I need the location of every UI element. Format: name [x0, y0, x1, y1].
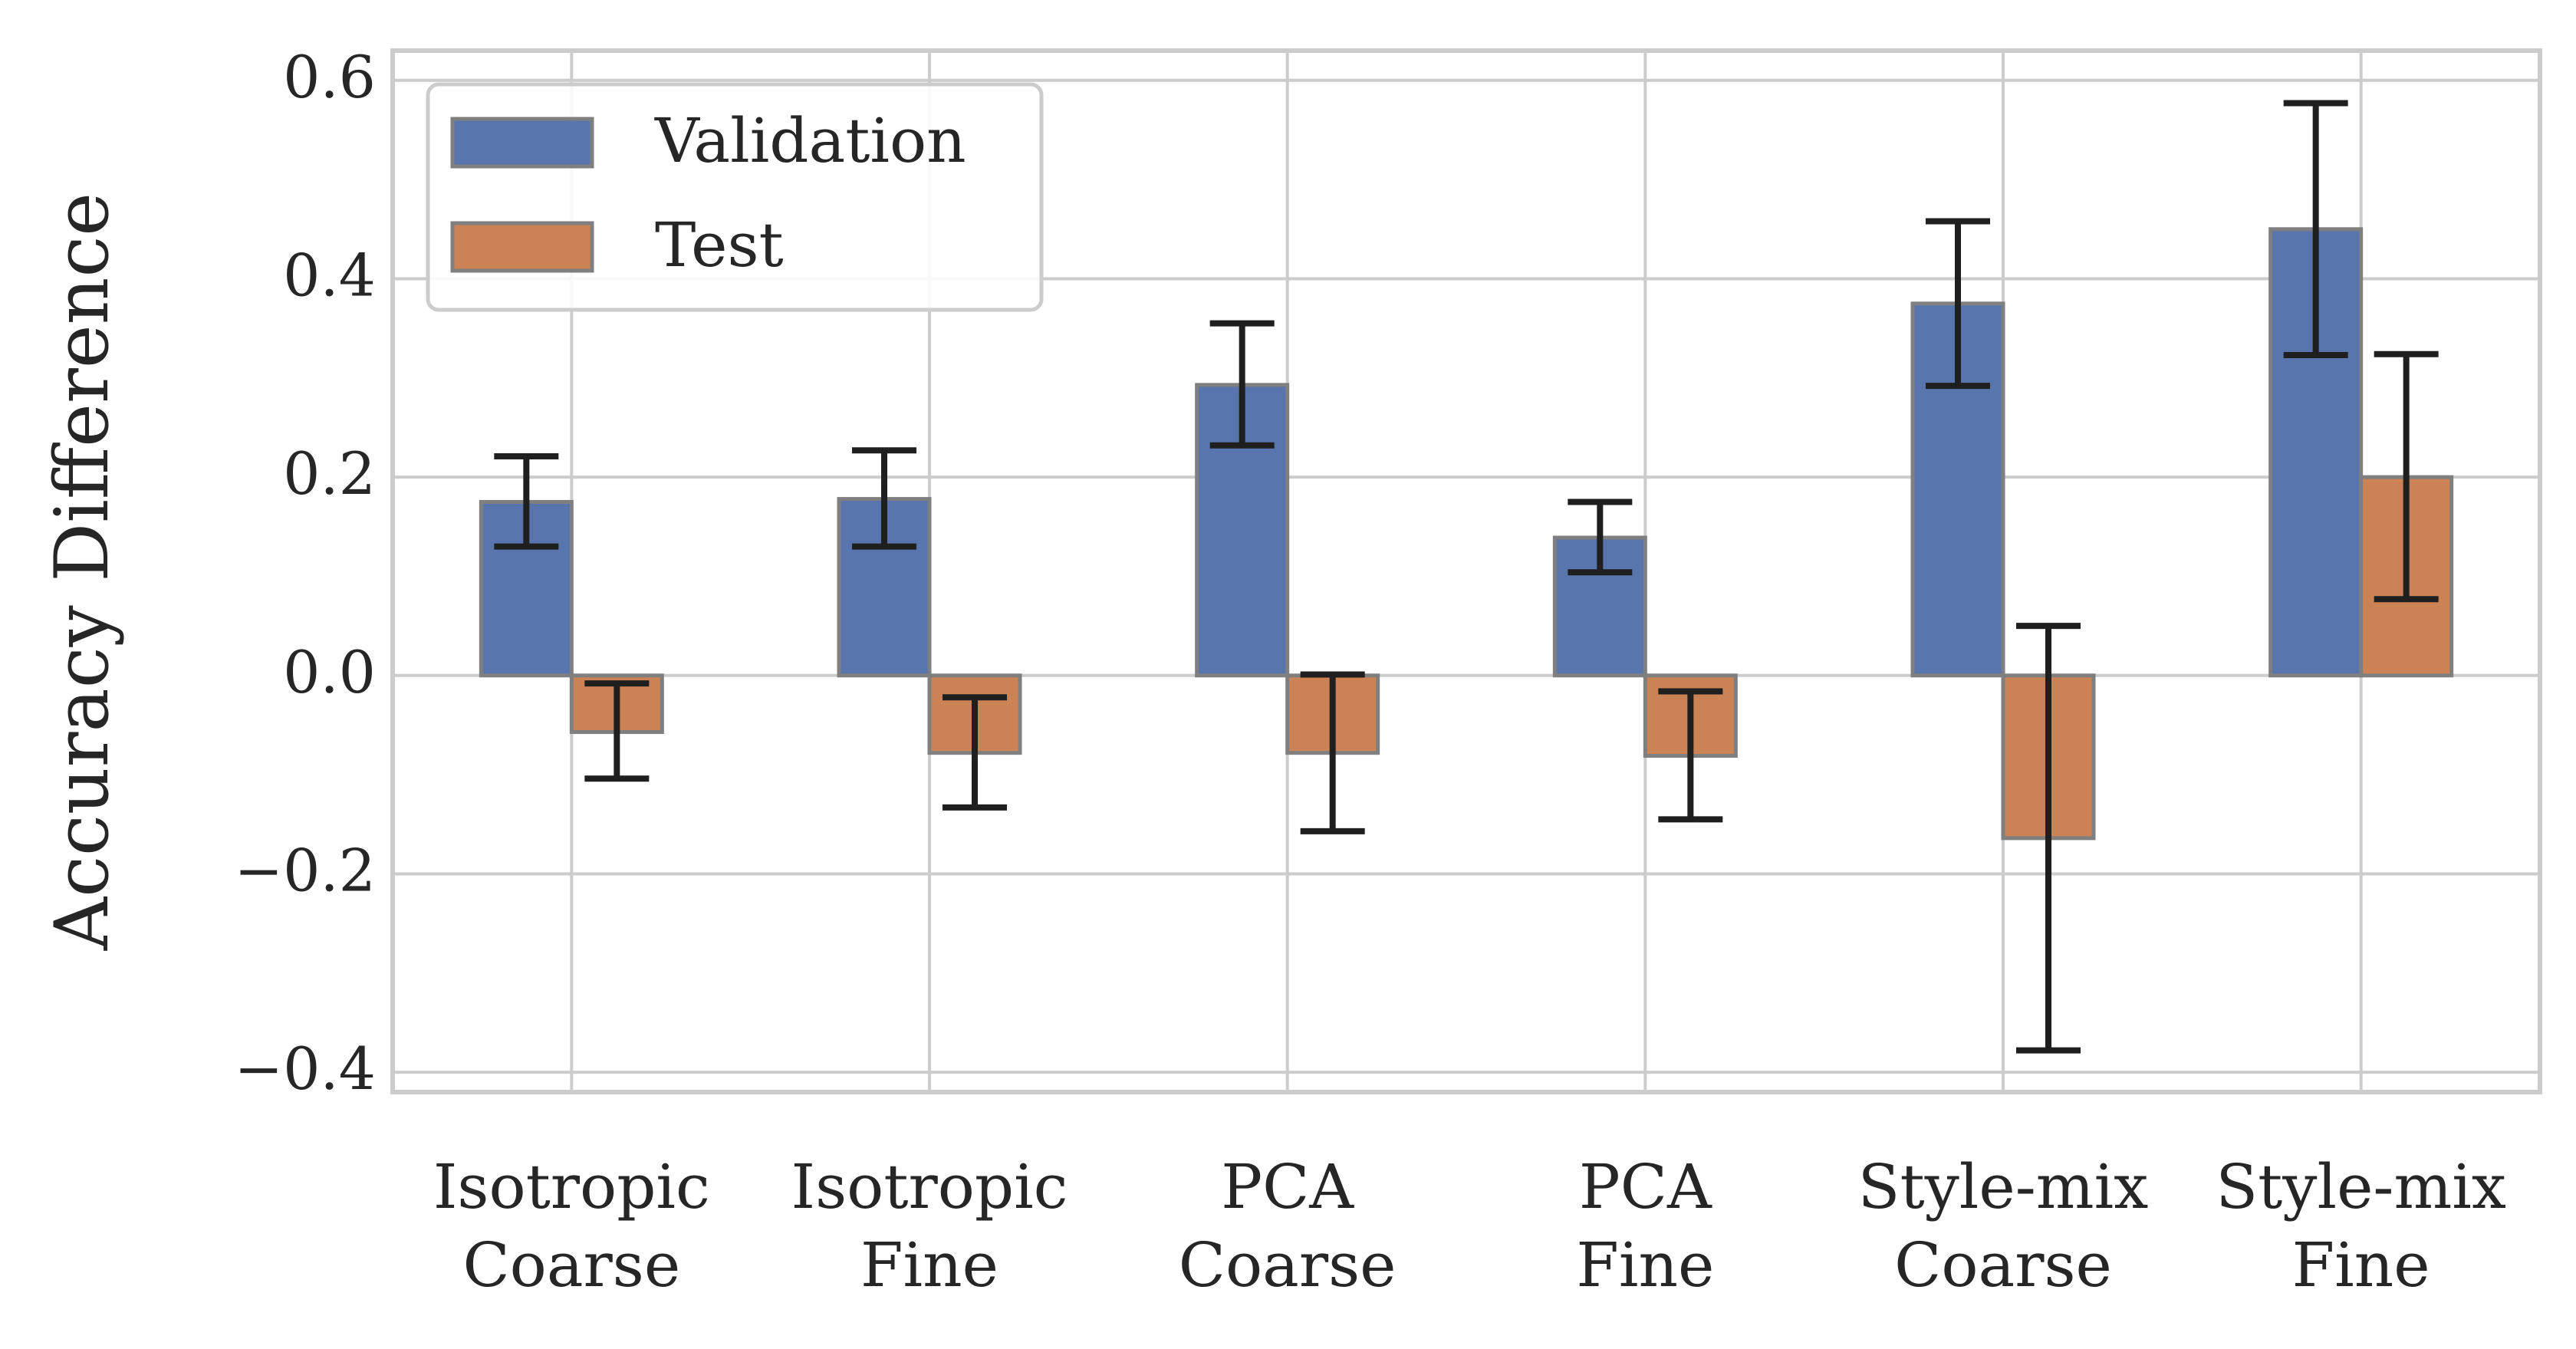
y-tick-label: 0.4 — [283, 241, 376, 309]
y-tick-label: −0.2 — [234, 836, 376, 904]
x-tick-label: Isotropic — [791, 1151, 1068, 1222]
axes-layer: −0.4−0.20.00.20.40.6IsotropicCoarseIsotr… — [39, 43, 2542, 1301]
x-tick-label: Coarse — [1894, 1229, 2112, 1301]
legend-label: Validation — [654, 105, 966, 176]
x-tick-label: Fine — [2292, 1229, 2430, 1301]
x-tick-label: Isotropic — [433, 1151, 710, 1222]
x-tick-label: Style-mix — [1858, 1151, 2149, 1222]
x-tick-label: Fine — [1576, 1229, 1714, 1301]
x-tick-label: PCA — [1221, 1151, 1354, 1222]
y-tick-label: 0.2 — [283, 439, 376, 508]
y-tick-label: 0.6 — [283, 43, 376, 111]
x-tick-label: Coarse — [1179, 1229, 1397, 1301]
legend-swatch-test — [450, 221, 594, 273]
legend-swatch-validation — [450, 117, 594, 169]
errorbars-layer — [494, 100, 2439, 1054]
x-tick-label: Fine — [860, 1229, 998, 1301]
x-tick-label: PCA — [1579, 1151, 1712, 1222]
y-tick-label: −0.4 — [234, 1035, 376, 1103]
legend: Validation Test — [426, 82, 1044, 312]
y-axis-label: Accuracy Difference — [39, 192, 125, 951]
plot-frame — [390, 48, 2542, 1094]
y-tick-label: 0.0 — [283, 638, 376, 706]
x-tick-label: Coarse — [462, 1229, 680, 1301]
legend-label: Test — [655, 209, 784, 281]
x-tick-label: Style-mix — [2216, 1151, 2506, 1222]
